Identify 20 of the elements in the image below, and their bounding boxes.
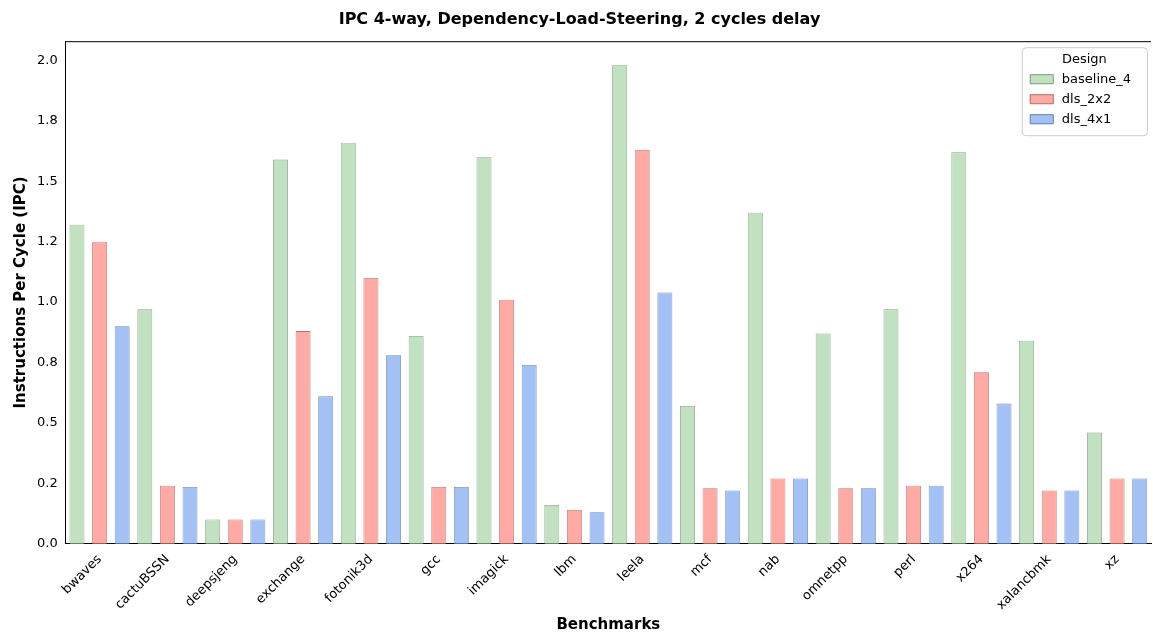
x-axis-title: Benchmarks (556, 614, 661, 633)
y-tick-label: 0.5 (36, 414, 58, 430)
y-tick-label: 1.5 (36, 172, 58, 188)
y-tick-label: 2.0 (36, 51, 58, 67)
y-tick-label: 1.2 (36, 233, 58, 249)
legend-label: baseline_4 (1061, 70, 1132, 86)
y-axis-title: Instructions Per Cycle (IPC) (10, 176, 29, 409)
y-tick-label: 1.0 (36, 293, 58, 309)
y-tick-label: 0.8 (36, 353, 58, 369)
legend-title: Design (1061, 50, 1107, 66)
y-tick-label: 0.2 (36, 474, 58, 490)
legend-label: dls_2x2 (1061, 90, 1112, 106)
y-tick-label: 0.0 (36, 535, 58, 551)
x-tick-label: lbm (550, 551, 579, 580)
legend-label: dls_4x1 (1061, 110, 1112, 126)
chart-title: IPC 4-way, Dependency-Load-Steering, 2 cycles delay (338, 8, 821, 28)
x-tick-label: gcc (416, 551, 444, 578)
x-tick-label: xz (1100, 551, 1122, 573)
x-tick-label: nab (754, 551, 783, 580)
y-tick-label: 1.8 (36, 112, 58, 128)
